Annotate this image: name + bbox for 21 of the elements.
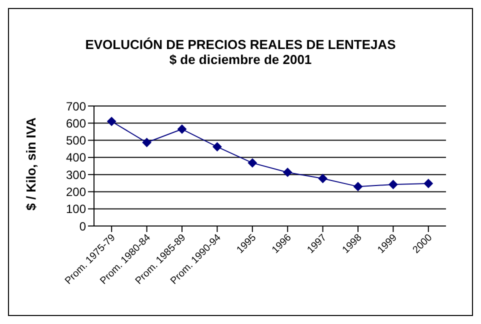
chart-subtitle: $ de diciembre de 2001 xyxy=(168,52,313,67)
point xyxy=(424,178,433,188)
y-tick-label: 500 xyxy=(66,134,86,148)
y-axis-title: $ / Kilo, sin IVA xyxy=(24,118,38,210)
point xyxy=(178,124,186,134)
point xyxy=(283,168,292,177)
point xyxy=(142,138,152,148)
point xyxy=(107,116,116,126)
chart-title: EVOLUCIÓN DE PRECIOS REALES DE LENTEJAS xyxy=(84,37,397,52)
point xyxy=(318,174,328,184)
y-tick-label: 0 xyxy=(79,219,86,234)
point xyxy=(248,158,257,168)
y-tick-label: 400 xyxy=(66,150,86,165)
point xyxy=(212,142,222,152)
point xyxy=(388,180,398,190)
point xyxy=(354,182,362,192)
y-tick-label: 700 xyxy=(66,99,86,114)
y-tick-label: 600 xyxy=(66,116,86,130)
y-tick-label: 100 xyxy=(66,202,86,216)
y-tick-label: 300 xyxy=(66,168,86,182)
y-tick-label: 200 xyxy=(66,184,86,199)
